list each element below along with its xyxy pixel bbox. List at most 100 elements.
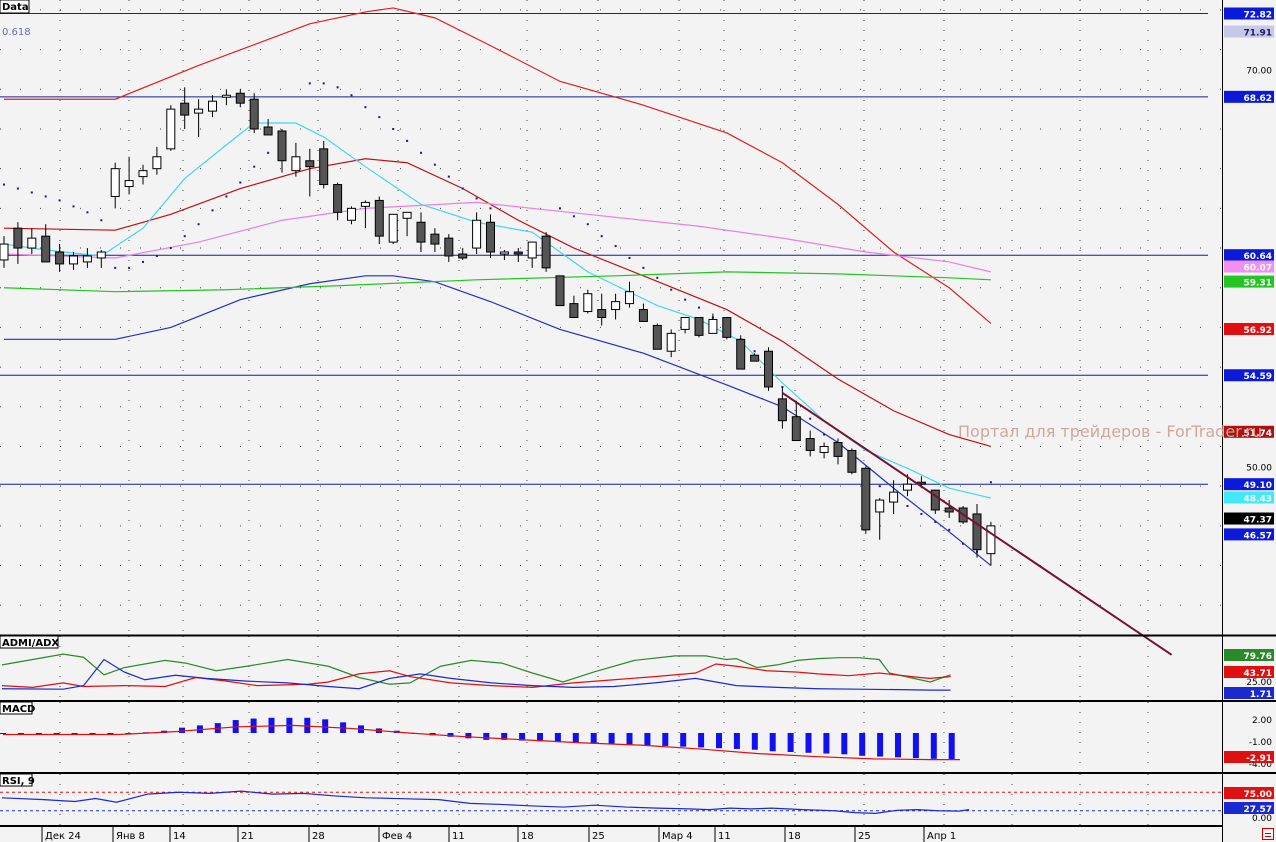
sar-dot <box>322 82 325 85</box>
candle-body <box>305 160 315 168</box>
macd-histogram-bar <box>590 733 597 744</box>
time-axis-background <box>0 826 1222 842</box>
candle-body <box>235 92 245 104</box>
x-tick-label: 25 <box>592 831 605 842</box>
sar-dot <box>670 288 673 291</box>
sar-dot <box>350 94 353 97</box>
candle-body <box>625 291 634 305</box>
x-tick-label: 18 <box>521 831 534 842</box>
price-label: 46.57 <box>1244 531 1272 541</box>
candle-body <box>903 483 912 491</box>
price-label-box <box>1224 687 1274 699</box>
sar-dot <box>948 528 951 531</box>
macd-histogram-bar <box>733 733 740 749</box>
macd-histogram-bar <box>662 733 669 746</box>
candle-body <box>13 227 23 249</box>
candle-body <box>472 219 482 249</box>
y-tick-label: 70.00 <box>1246 66 1272 76</box>
macd-histogram-bar <box>501 733 508 740</box>
x-tick-label: 25 <box>858 831 871 842</box>
macd-histogram-bar <box>895 733 901 758</box>
sar-dot <box>44 195 47 198</box>
macd-histogram-bar <box>572 733 579 743</box>
candle-body <box>708 318 718 334</box>
macd-histogram-bar <box>35 733 42 734</box>
candle-body <box>930 489 940 511</box>
candle-body <box>430 233 440 245</box>
macd-histogram-bar <box>626 733 633 745</box>
price-label: 47.37 <box>1244 516 1272 526</box>
price-label: 48.43 <box>1244 494 1272 504</box>
candle-body <box>750 354 760 362</box>
sar-dot <box>114 266 117 269</box>
candle-body <box>513 251 523 255</box>
rsi-title-box <box>0 773 33 787</box>
price-label: 60.64 <box>1244 252 1272 262</box>
candle-body <box>861 467 871 531</box>
sar-dot <box>72 205 75 208</box>
fib-level-label: 0.618 <box>2 27 31 38</box>
candle-body <box>152 156 162 170</box>
macd-signal-line <box>3 724 960 761</box>
macd-histogram-bar <box>53 733 60 734</box>
rsi-pane-title: RSI, 9 <box>2 776 35 787</box>
price-label: 72.82 <box>1244 10 1272 20</box>
sar-dot <box>225 195 228 198</box>
candle-body <box>444 237 454 257</box>
sar-dot <box>211 209 214 212</box>
scroll-right-button[interactable] <box>1262 828 1274 840</box>
y-tick-label: 25.00 <box>1246 678 1272 688</box>
macd-histogram-bar <box>877 733 884 757</box>
series-line-adx <box>1 658 951 691</box>
y-tick-label: -1.00 <box>1249 738 1273 748</box>
price-label-box <box>1224 649 1274 661</box>
candle-body <box>652 324 662 350</box>
axes: Дек 24 Янв 8 14 21 28 Фев 4 11 18 25 Мар 4 11 18 25 А… <box>41 7 1274 842</box>
sar-dot <box>197 223 200 226</box>
macd-histogram-bar <box>948 733 955 760</box>
y-tick-label: 0.00 <box>1252 814 1272 824</box>
candle-body <box>291 156 301 172</box>
series-line-bollinger-upper <box>4 7 992 324</box>
macd-histogram-bar <box>107 733 114 734</box>
price-label: 43.71 <box>1244 669 1272 679</box>
sar-dot <box>169 247 172 250</box>
sar-dot <box>628 256 631 259</box>
series-line-bollinger-lower <box>4 275 992 567</box>
macd-pane-title: MACD <box>2 704 35 715</box>
grid <box>0 0 1222 825</box>
candle-body <box>833 442 843 457</box>
x-tick-label: Апр 1 <box>927 831 956 842</box>
sar-dot <box>447 175 450 178</box>
candle-body <box>277 130 287 162</box>
sar-dot <box>392 127 395 130</box>
main-pane-background[interactable] <box>0 0 1222 635</box>
series-line-ma-green <box>3 271 991 293</box>
series-line--di <box>1 663 951 689</box>
sar-dot <box>989 481 992 484</box>
series-line-rsi <box>1 790 970 814</box>
price-label: 27.57 <box>1244 805 1272 815</box>
rsi-pane-background[interactable] <box>0 774 1222 825</box>
price-label: 54.59 <box>1244 372 1272 382</box>
x-tick-label: 28 <box>312 831 325 842</box>
sar-dot <box>86 211 89 214</box>
y-tick-label: -4.00 <box>1249 760 1273 770</box>
candle-body <box>777 398 787 422</box>
price-label: 1.71 <box>1250 690 1272 700</box>
admi-pane-background[interactable] <box>0 636 1222 700</box>
sar-dot <box>378 116 381 119</box>
macd-histogram-bar <box>787 733 794 752</box>
macd-pane <box>0 717 960 761</box>
candle-body <box>0 243 9 261</box>
macd-histogram-bar <box>537 733 543 742</box>
price-label-box <box>1224 7 1274 20</box>
candle-body <box>124 180 134 188</box>
price-label-box <box>1224 478 1274 491</box>
macd-histogram-bar <box>465 733 472 739</box>
sar-dot <box>489 207 492 210</box>
macd-histogram-bar <box>554 733 561 743</box>
macd-histogram-bar <box>859 733 866 756</box>
macd-histogram-bar <box>823 733 830 754</box>
